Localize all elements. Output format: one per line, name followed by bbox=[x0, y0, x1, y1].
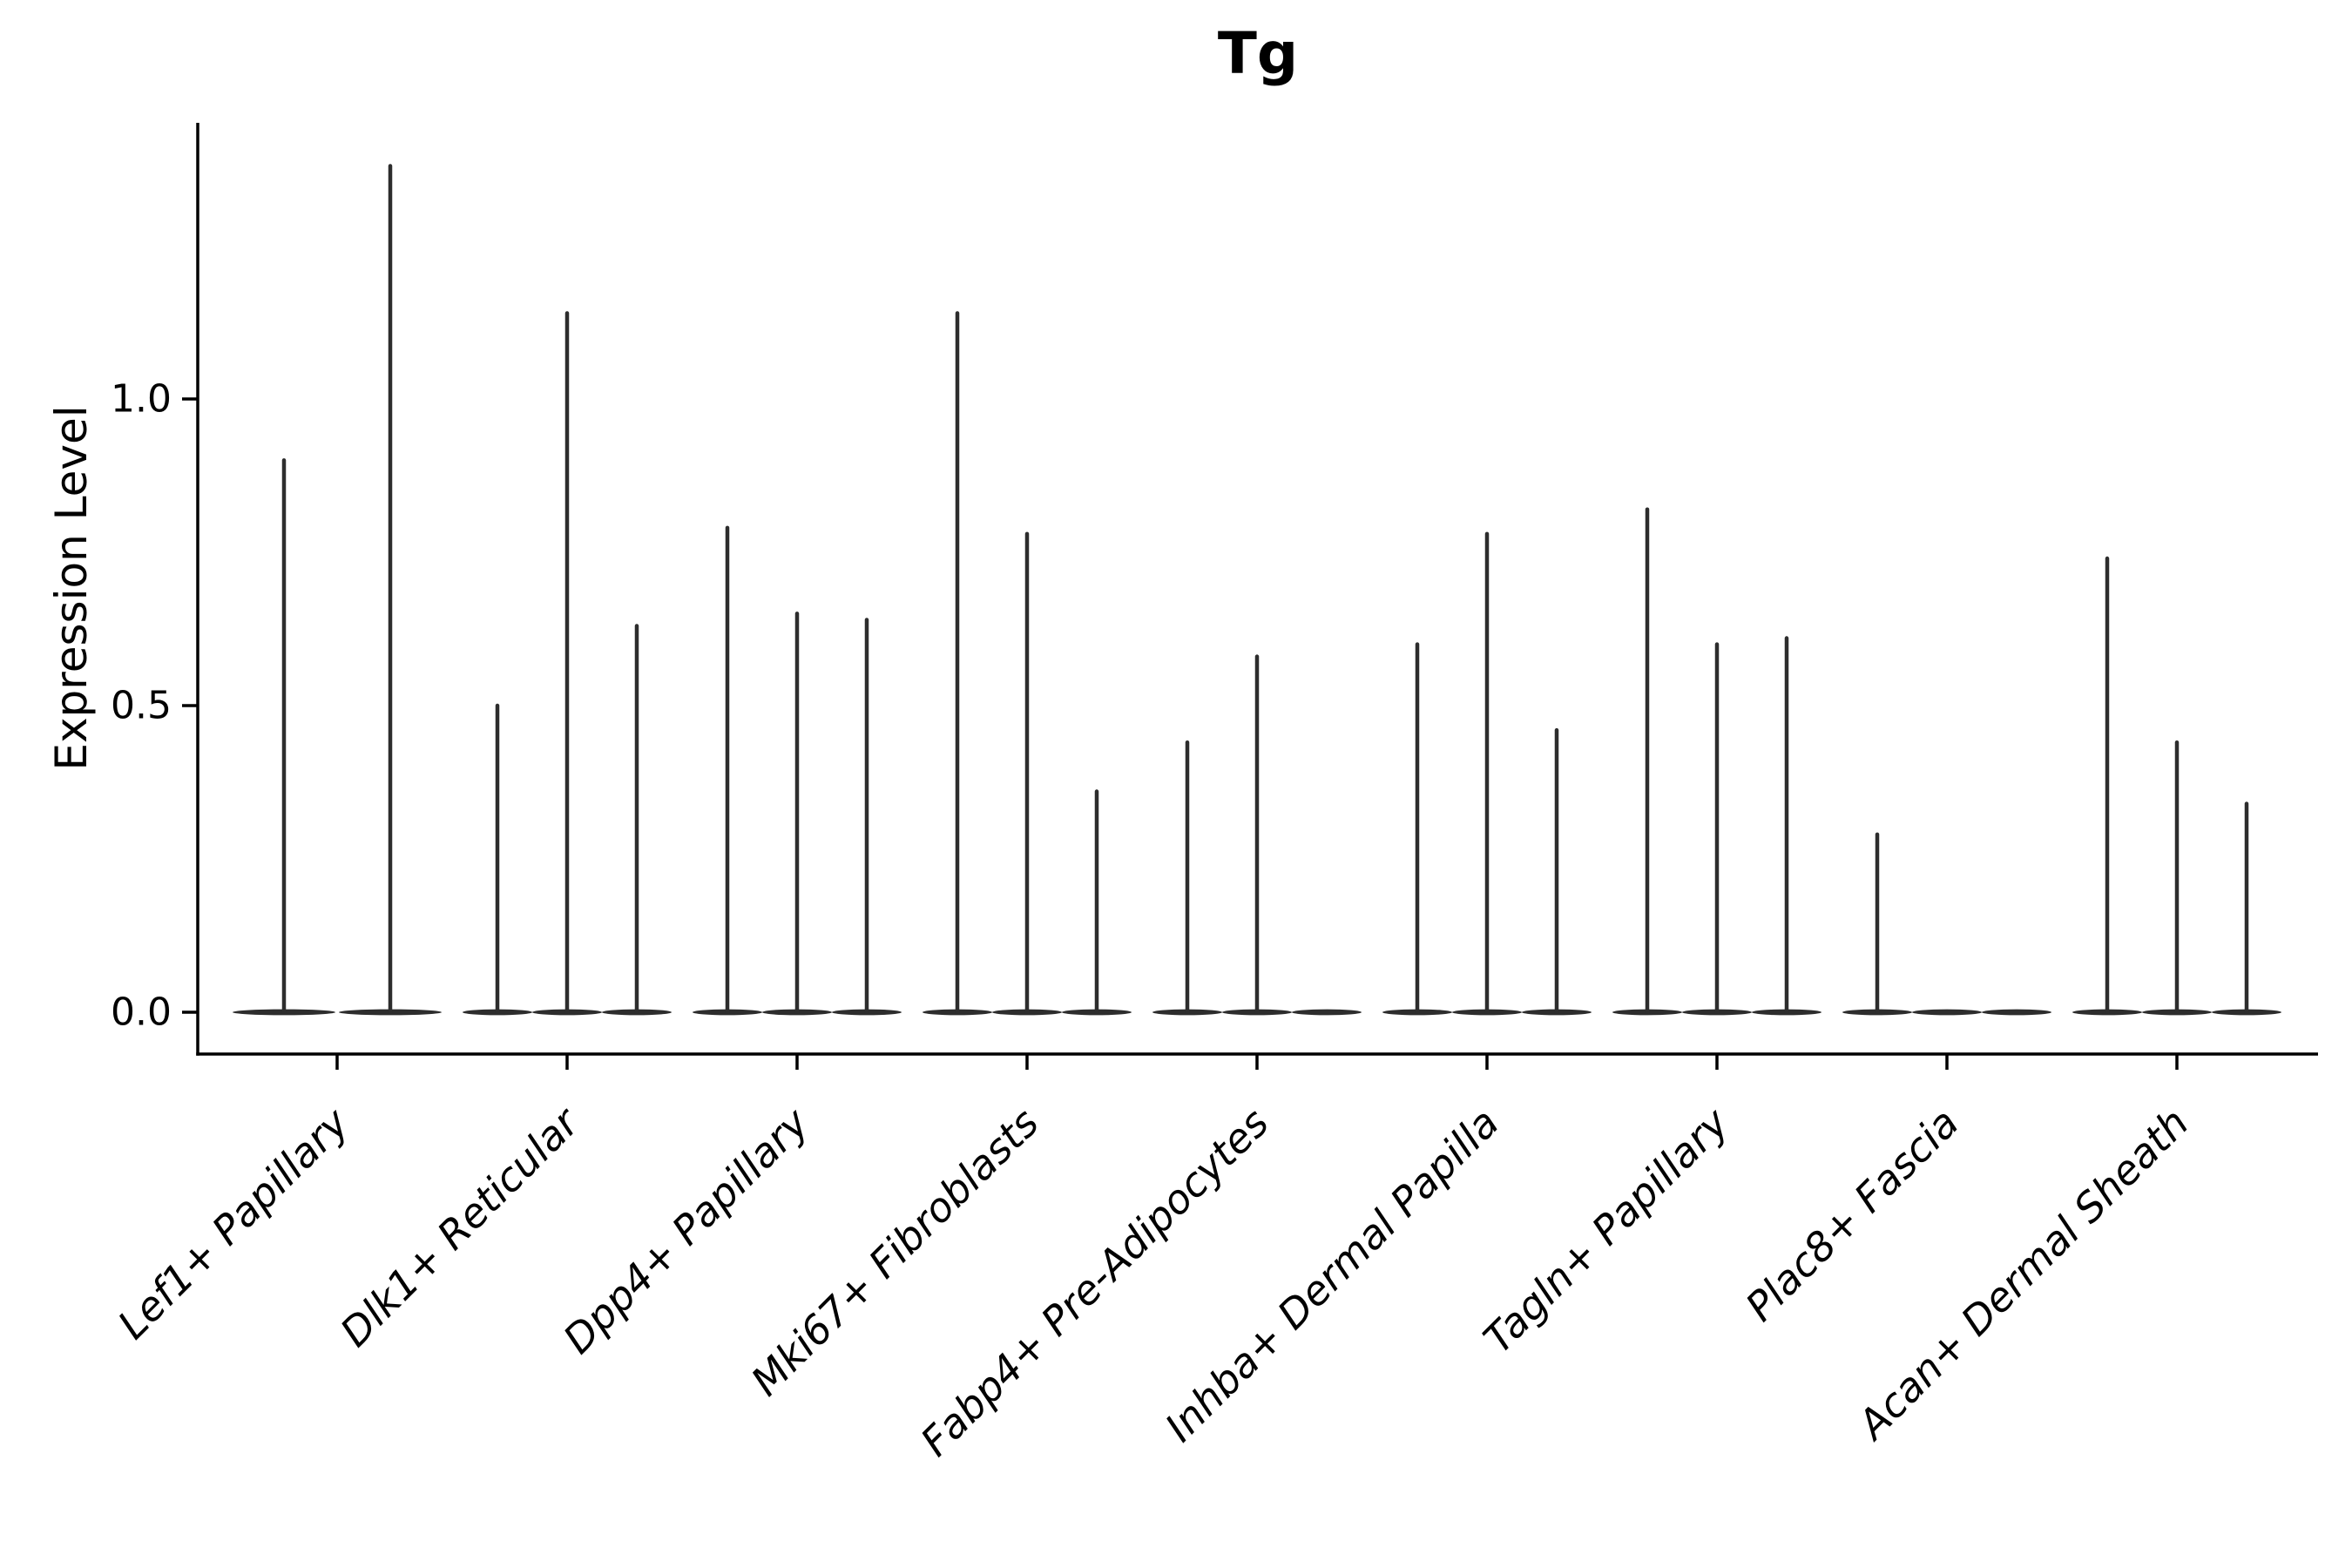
x-category-label: Dlk1+ Reticular bbox=[331, 1097, 590, 1355]
chart-title: Tg bbox=[1217, 20, 1299, 87]
y-tick-label: 0.0 bbox=[111, 990, 172, 1035]
violin-base bbox=[1982, 1009, 2051, 1016]
violin-base bbox=[1292, 1009, 1362, 1016]
y-tick-label: 0.5 bbox=[111, 684, 172, 728]
violin-base bbox=[1912, 1009, 1982, 1016]
x-category-label: Dpp4+ Papillary bbox=[554, 1098, 818, 1362]
x-category-label: Tagln+ Papillary bbox=[1474, 1098, 1738, 1362]
x-category-label: Lef1+ Papillary bbox=[109, 1098, 358, 1348]
y-tick-label: 1.0 bbox=[111, 377, 172, 422]
x-category-label: Plac8+ Fascia bbox=[1736, 1099, 1967, 1330]
